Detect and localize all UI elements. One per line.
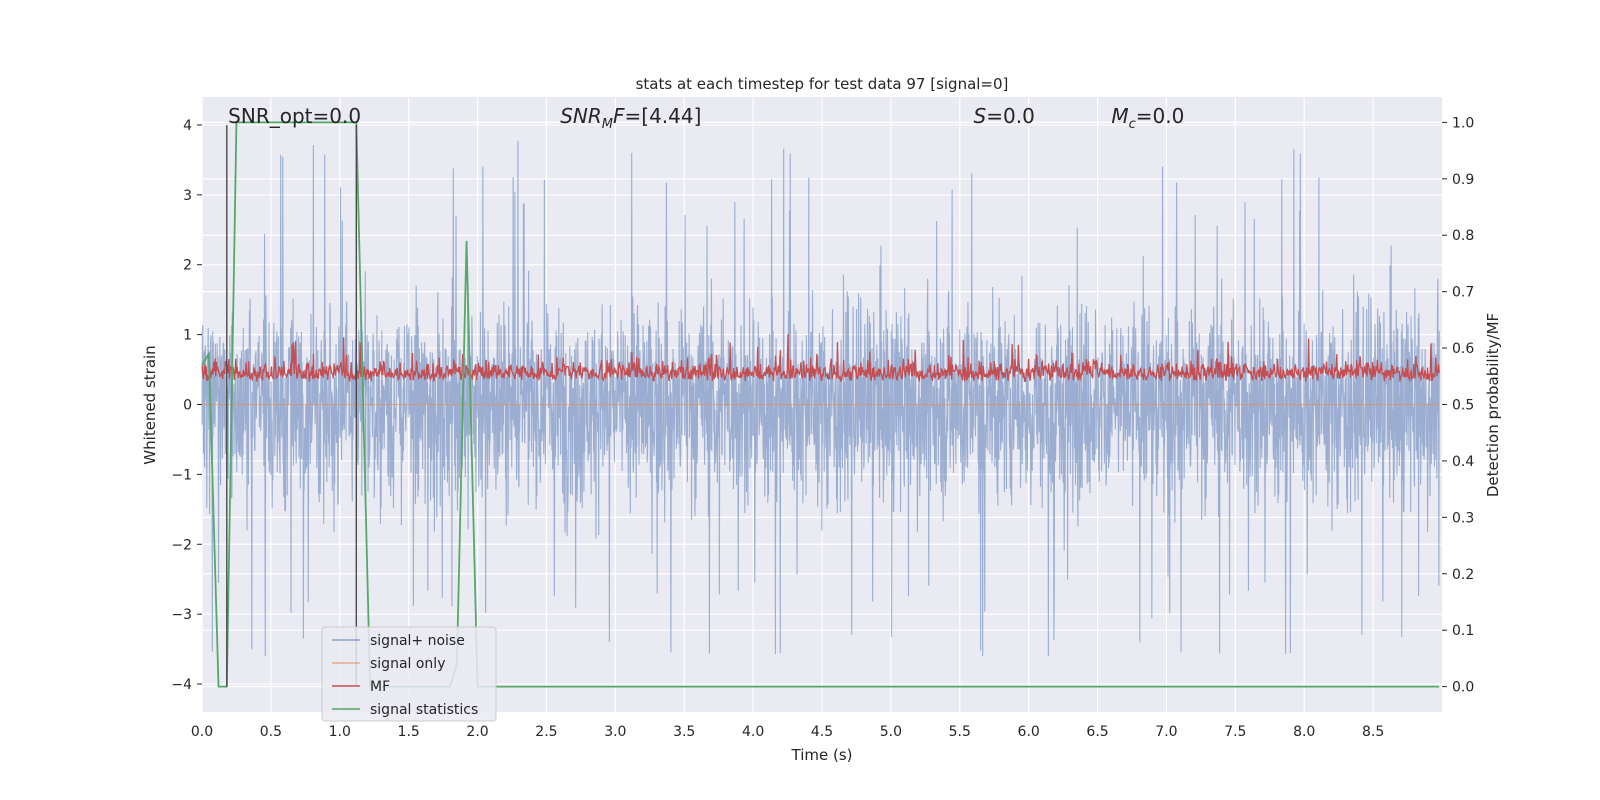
- left-tick-label: 2: [183, 258, 192, 274]
- right-tick-label: 0.5: [1452, 398, 1474, 414]
- right-tick-label: 0.7: [1452, 285, 1474, 301]
- x-tick-label: 2.5: [535, 724, 557, 740]
- x-tick-label: 3.0: [604, 724, 626, 740]
- x-tick-label: 4.5: [811, 724, 833, 740]
- right-tick-label: 0.9: [1452, 172, 1474, 188]
- x-tick-label: 0.0: [191, 724, 213, 740]
- right-tick-label: 0.1: [1452, 623, 1474, 639]
- left-tick-label: 3: [183, 188, 192, 204]
- right-axis-ticks: 0.0 0.1 0.2 0.3 0.4 0.5 0.6 0.7 0.8 0.9 1.0: [1442, 115, 1474, 696]
- chart-title: stats at each timestep for test data 97 …: [636, 75, 1009, 93]
- x-tick-label: 4.0: [742, 724, 764, 740]
- left-tick-label: −1: [171, 467, 192, 483]
- series-mf: [201, 334, 1440, 383]
- annotation-snr-mf: SNRMF=[4.44]: [560, 104, 701, 132]
- x-tick-label: 3.5: [673, 724, 695, 740]
- left-tick-label: 0: [183, 398, 192, 414]
- right-tick-label: 0.3: [1452, 510, 1474, 526]
- annotation-mc: Mc=0.0: [1111, 104, 1184, 132]
- left-axis-label: Whitened strain: [141, 345, 159, 464]
- x-tick-label: 1.5: [398, 724, 420, 740]
- left-tick-label: 1: [183, 328, 192, 344]
- x-tick-label: 5.5: [949, 724, 971, 740]
- x-tick-label: 6.5: [1086, 724, 1108, 740]
- left-tick-label: −2: [171, 537, 192, 553]
- right-tick-label: 0.0: [1452, 680, 1474, 696]
- legend-label-signal-only: signal only: [370, 656, 445, 672]
- x-tick-label: 8.0: [1293, 724, 1315, 740]
- series-signal-statistics: [201, 121, 1440, 688]
- annotations: SNR_opt=0.0 SNRMF=[4.44] S=0.0 Mc=0.0: [228, 104, 1184, 132]
- left-tick-label: −3: [171, 607, 192, 623]
- x-tick-label: 5.0: [880, 724, 902, 740]
- legend-label-signal-noise: signal+ noise: [370, 633, 465, 649]
- x-tick-label: 6.0: [1018, 724, 1040, 740]
- legend: signal+ noise signal only MF signal stat…: [321, 626, 497, 722]
- left-axis-ticks: −4 −3 −2 −1 0 1 2 3 4: [171, 118, 202, 693]
- right-tick-label: 1.0: [1452, 115, 1474, 131]
- right-tick-label: 0.6: [1452, 341, 1474, 357]
- right-axis-label: Detection probability/MF: [1484, 313, 1502, 497]
- right-tick-label: 0.4: [1452, 454, 1474, 470]
- x-tick-label: 2.0: [466, 724, 488, 740]
- legend-label-mf: MF: [370, 679, 390, 695]
- left-tick-label: −4: [171, 677, 192, 693]
- annotation-snr-opt: SNR_opt=0.0: [228, 104, 361, 128]
- vertical-markers: [226, 124, 358, 687]
- x-tick-label: 7.0: [1155, 724, 1177, 740]
- x-axis-ticks: 0.0 0.5 1.0 1.5 2.0 2.5 3.0 3.5 4.0 4.5 5.0 5.5 6.0 6…: [191, 724, 1384, 740]
- x-tick-label: 8.5: [1362, 724, 1384, 740]
- x-tick-label: 0.5: [260, 724, 282, 740]
- series-layer: [201, 121, 1440, 688]
- series-signal-noise: [201, 140, 1440, 657]
- legend-box: [321, 626, 497, 722]
- x-tick-label: 7.5: [1224, 724, 1246, 740]
- right-tick-label: 0.2: [1452, 567, 1474, 583]
- x-axis-label: Time (s): [791, 746, 853, 764]
- annotation-s: S=0.0: [974, 104, 1035, 128]
- right-tick-label: 0.8: [1452, 228, 1474, 244]
- x-tick-label: 1.0: [329, 724, 351, 740]
- left-tick-label: 4: [183, 118, 192, 134]
- legend-label-signal-statistics: signal statistics: [370, 702, 478, 718]
